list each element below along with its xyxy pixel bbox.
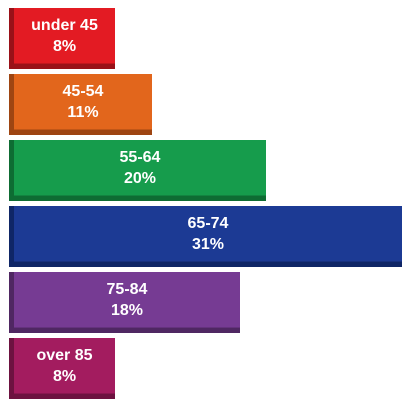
bar-side-shade <box>9 74 14 130</box>
value-label: 11% <box>67 104 99 121</box>
bar-side-shade <box>9 272 14 328</box>
bar-under-45: under 45 8% <box>9 8 115 69</box>
value-label: 8% <box>52 368 77 385</box>
bar-label: 45-54 11% <box>14 81 152 123</box>
value-label: 18% <box>110 302 144 319</box>
bar-side-shade <box>9 140 14 196</box>
bar-bottom-shade <box>9 130 152 135</box>
bar-55-64: 55-64 20% <box>9 140 266 201</box>
bar-bottom-shade <box>9 196 266 201</box>
category-label: under 45 <box>31 17 98 34</box>
bar-over-85: over 85 8% <box>9 338 115 399</box>
bar-65-74: 65-74 31% <box>9 206 402 267</box>
category-label: 45-54 <box>62 83 104 100</box>
category-label: over 85 <box>36 347 93 364</box>
bar-side-shade <box>9 338 14 394</box>
bar-45-54: 45-54 11% <box>9 74 152 135</box>
bar-face <box>14 338 115 394</box>
bar-face <box>14 272 240 328</box>
bar-face <box>14 206 402 262</box>
category-label: 65-74 <box>187 215 229 232</box>
bar-bottom-shade <box>9 64 115 69</box>
bar-side-shade <box>9 8 14 64</box>
bar-face <box>14 74 152 130</box>
value-label: 20% <box>123 170 157 187</box>
bar-bottom-shade <box>9 262 402 267</box>
category-label: 75-84 <box>106 281 148 298</box>
bar-75-84: 75-84 18% <box>9 272 240 333</box>
bar-bottom-shade <box>9 328 240 333</box>
bar-face <box>14 8 115 64</box>
bar-bottom-shade <box>9 394 115 399</box>
bar-side-shade <box>9 206 14 262</box>
bar-label: 75-84 18% <box>14 279 240 321</box>
bar-label: over 85 8% <box>14 345 115 387</box>
bar-label: under 45 8% <box>14 15 115 57</box>
value-label: 31% <box>191 236 225 253</box>
category-label: 55-64 <box>119 149 161 166</box>
bar-label: 55-64 20% <box>14 147 266 189</box>
bar-face <box>14 140 266 196</box>
value-label: 8% <box>52 38 77 55</box>
bar-label: 65-74 31% <box>14 213 402 255</box>
